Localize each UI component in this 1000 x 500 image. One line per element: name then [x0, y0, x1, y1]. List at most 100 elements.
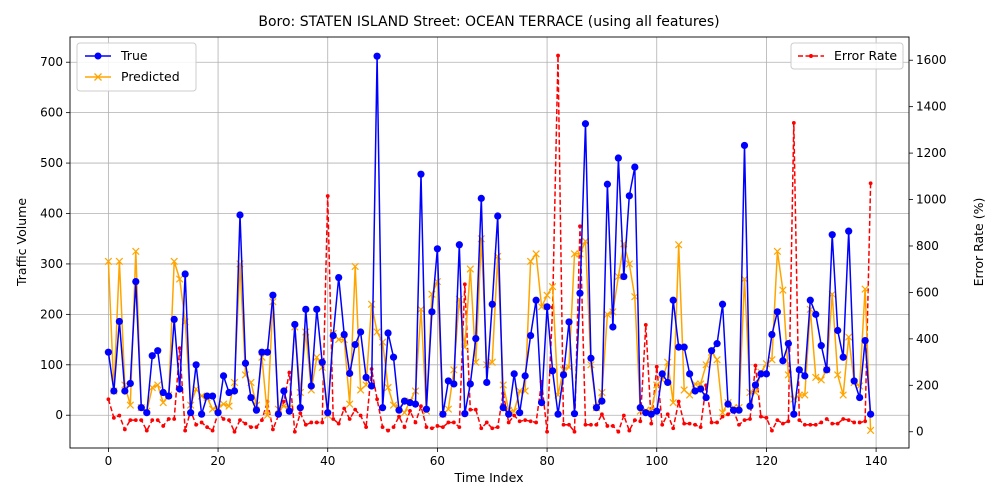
point-true-53: [395, 406, 403, 414]
point-true-112: [718, 300, 727, 308]
point-true-78: [532, 296, 540, 304]
point-error-rate-68: [479, 426, 484, 431]
point-error-rate-73: [506, 420, 511, 425]
point-true-69: [483, 378, 491, 387]
point-error-rate-84: [567, 422, 571, 427]
point-true-124: [784, 340, 792, 348]
point-true-80: [543, 303, 551, 311]
x-axis-label: Time Index: [454, 470, 524, 485]
point-error-rate-105: [682, 421, 687, 426]
point-predicted-137: [855, 382, 864, 390]
point-error-rate-95: [627, 428, 632, 433]
y-left-tick-label-4: 400: [40, 207, 63, 221]
point-error-rate-7: [144, 428, 149, 433]
point-error-rate-1: [111, 415, 116, 420]
point-true-135: [845, 227, 853, 235]
point-predicted-91: [603, 310, 612, 319]
point-error-rate-53: [397, 414, 401, 419]
point-true-134: [839, 353, 847, 361]
point-predicted-104: [674, 241, 683, 249]
point-true-41: [329, 331, 337, 340]
point-true-131: [823, 366, 831, 374]
point-true-27: [252, 406, 261, 414]
point-error-rate-38: [314, 420, 319, 425]
point-error-rate-122: [775, 418, 780, 423]
point-predicted-77: [526, 257, 535, 266]
point-error-rate-76: [523, 418, 528, 423]
point-error-rate-44: [347, 417, 352, 421]
point-true-85: [570, 410, 579, 418]
point-true-127: [801, 372, 809, 380]
point-true-16: [192, 361, 200, 369]
point-predicted-13: [175, 275, 184, 283]
y-left-tick-label-2: 200: [40, 307, 63, 321]
point-true-6: [137, 404, 145, 412]
point-predicted-81: [548, 282, 557, 291]
point-error-rate-96: [632, 418, 637, 423]
point-error-rate-36: [303, 422, 308, 427]
point-true-5: [132, 277, 140, 286]
point-error-rate-9: [155, 418, 160, 423]
x-tick-label-2: 40: [320, 454, 335, 468]
point-error-rate-60: [435, 424, 440, 428]
point-error-rate-138: [863, 419, 868, 424]
point-error-rate-55: [408, 408, 412, 413]
point-predicted-112: [718, 408, 727, 417]
point-true-95: [625, 192, 633, 200]
point-predicted-130: [817, 376, 825, 384]
point-true-2: [115, 317, 123, 326]
point-error-rate-125: [791, 121, 796, 125]
point-true-58: [422, 405, 431, 413]
point-true-88: [587, 354, 595, 362]
point-true-28: [258, 348, 266, 356]
point-error-rate-133: [835, 421, 840, 426]
point-true-19: [208, 392, 217, 400]
point-predicted-48: [367, 300, 376, 309]
point-error-rate-77: [528, 419, 533, 424]
point-true-34: [291, 320, 299, 329]
point-error-rate-70: [490, 426, 495, 431]
point-error-rate-30: [270, 427, 275, 432]
point-true-121: [768, 330, 776, 339]
point-true-84: [565, 318, 573, 326]
point-error-rate-126: [797, 418, 802, 423]
axes: 0 20 40 60 80 100 120 1400100200300400500600700…: [40, 53, 946, 468]
point-true-102: [664, 378, 672, 387]
point-error-rate-45: [353, 407, 358, 412]
y-left-tick-label-5: 500: [40, 156, 63, 170]
point-true-52: [389, 353, 398, 361]
point-error-rate-10: [161, 424, 166, 428]
point-true-116: [740, 141, 749, 150]
point-error-rate-82: [556, 53, 560, 58]
point-error-rate-88: [589, 422, 593, 427]
point-true-93: [614, 154, 622, 162]
point-predicted-80: [543, 291, 551, 299]
point-error-rate-63: [451, 420, 456, 425]
point-predicted-52: [389, 401, 398, 409]
point-error-rate-131: [824, 417, 829, 421]
point-error-rate-41: [331, 417, 336, 421]
point-true-54: [400, 397, 409, 405]
point-error-rate-92: [610, 424, 615, 428]
point-true-90: [598, 397, 606, 405]
x-tick-label-7: 140: [865, 454, 888, 468]
point-error-rate-13: [177, 346, 182, 351]
point-error-rate-62: [446, 420, 451, 425]
point-true-42: [335, 273, 343, 282]
point-predicted-5: [132, 247, 140, 256]
point-predicted-44: [345, 400, 354, 408]
point-true-22: [225, 388, 233, 397]
point-predicted-127: [801, 391, 809, 399]
point-true-92: [609, 323, 617, 331]
point-error-rate-104: [676, 399, 681, 404]
y-left-tick-label-0: 0: [55, 408, 63, 422]
y-right-tick-label-0: 0: [916, 425, 924, 439]
point-error-rate-74: [512, 413, 517, 418]
point-true-137: [856, 393, 864, 402]
point-error-rate-120: [764, 415, 769, 420]
point-error-rate-112: [720, 414, 725, 419]
point-true-115: [735, 406, 743, 414]
point-error-rate-128: [808, 422, 813, 427]
point-predicted-103: [669, 398, 677, 407]
